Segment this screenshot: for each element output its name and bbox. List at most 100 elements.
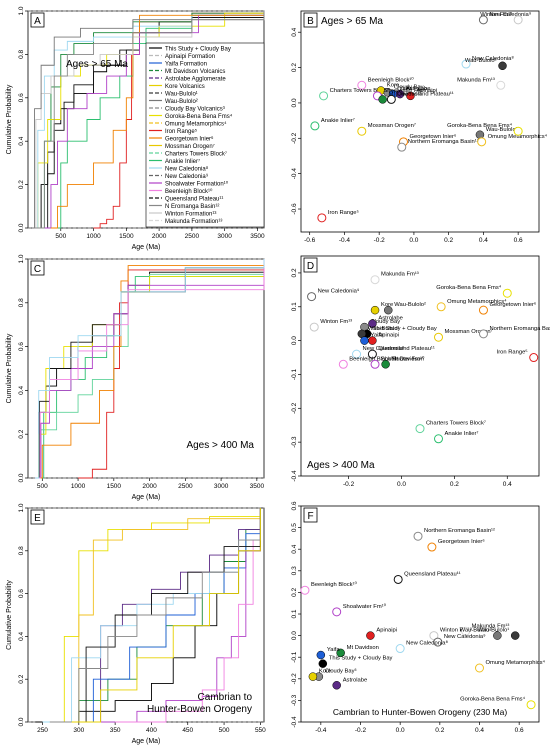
sample-point bbox=[368, 336, 377, 345]
y-tick-label: -0.4 bbox=[291, 470, 298, 482]
point-label: Beenleigh Block¹⁰ bbox=[311, 581, 358, 588]
series-line bbox=[44, 11, 265, 229]
point-label: Makunda Fm¹³ bbox=[472, 623, 510, 629]
sample-point bbox=[366, 631, 375, 640]
panel-title: Cambrian to bbox=[198, 692, 253, 703]
y-tick-label: 0.4 bbox=[18, 386, 25, 395]
x-tick-label: -0.4 bbox=[339, 237, 351, 244]
x-tick-label: 400 bbox=[146, 727, 157, 734]
x-tick-label: 550 bbox=[255, 727, 266, 734]
sample-point bbox=[477, 137, 487, 147]
series-line bbox=[64, 508, 261, 723]
point-label: Cloudy Bay³ bbox=[325, 669, 357, 675]
point-label: Mt Davidson bbox=[347, 645, 379, 651]
point-label: Queensland Plateau¹¹ bbox=[404, 571, 460, 577]
y-tick-label: 0.0 bbox=[18, 473, 25, 482]
y-tick-label: 0.8 bbox=[18, 546, 25, 555]
sample-point bbox=[436, 302, 446, 312]
y-tick-label: 1.0 bbox=[18, 254, 25, 263]
legend-item-label: Astrolabe Agglomerate bbox=[165, 76, 226, 82]
point-label: Goroka-Bena Bena Fms⁴ bbox=[436, 284, 502, 291]
panel-letter: A bbox=[34, 16, 41, 27]
series-line bbox=[100, 508, 261, 723]
series-line bbox=[49, 508, 261, 723]
panel-D: -0.2 0.0 0.2 0.4 -0.4 -0.3 -0.2 -0.1 0.0 0.1 0.2 D A… bbox=[291, 255, 550, 488]
point-label: Apinaipi bbox=[376, 628, 397, 634]
y-tick-label: 0.0 bbox=[18, 223, 25, 232]
x-tick-label: 0.0 bbox=[397, 481, 406, 488]
y-tick-label: 0.3 bbox=[291, 566, 298, 575]
sample-point bbox=[360, 336, 369, 345]
sample-point bbox=[478, 305, 488, 315]
sample-point bbox=[332, 681, 341, 690]
sample-point bbox=[310, 121, 320, 131]
sample-point bbox=[352, 349, 362, 359]
legend-item-label: Wau-Bulolo¹ bbox=[165, 91, 198, 97]
legend-item-label: Makunda Formation¹³ bbox=[165, 219, 222, 225]
sample-point bbox=[397, 142, 407, 152]
y-tick-label: -0.1 bbox=[291, 368, 298, 380]
x-tick-label: 3500 bbox=[250, 483, 265, 490]
legend-item-label: Iron Range⁵ bbox=[165, 128, 198, 135]
x-tick-label: 2000 bbox=[142, 483, 157, 490]
series-line bbox=[35, 259, 265, 479]
point-label: Yaifa bbox=[399, 86, 413, 92]
x-tick-label: 0.2 bbox=[450, 481, 459, 488]
sample-point bbox=[493, 631, 502, 640]
legend-item-label: Mossman Orogen⁷ bbox=[165, 143, 215, 150]
point-label: This Study + Cloudy Bay bbox=[329, 656, 393, 662]
y-tick-label: 0.0 bbox=[291, 631, 298, 640]
x-tick-label: 3000 bbox=[217, 233, 232, 240]
x-tick-label: -0.2 bbox=[374, 237, 386, 244]
point-label: Georgetown Inier⁶ bbox=[489, 301, 536, 308]
sample-point bbox=[413, 531, 423, 541]
y-tick-label: 0.2 bbox=[291, 268, 298, 277]
y-tick-label: -0.1 bbox=[291, 651, 298, 663]
series-line bbox=[38, 259, 265, 479]
sample-point bbox=[319, 91, 329, 101]
x-tick-label: 450 bbox=[182, 727, 193, 734]
sample-point bbox=[381, 360, 390, 369]
y-axis-label: Cumulative Probability bbox=[6, 580, 13, 650]
series-line bbox=[34, 11, 265, 229]
y-tick-label: -0.4 bbox=[291, 168, 298, 180]
x-tick-label: -0.4 bbox=[315, 727, 327, 734]
y-axis-label: Cumulative Probability bbox=[6, 84, 13, 154]
legend-item-label: New Caledonia⁹ bbox=[165, 173, 209, 180]
y-tick-label: 1.0 bbox=[18, 503, 25, 512]
y-tick-label: 0.2 bbox=[291, 63, 298, 72]
point-label: Astrolabe bbox=[343, 677, 368, 683]
point-label: Kore bbox=[381, 302, 393, 308]
x-tick-label: 1000 bbox=[71, 483, 86, 490]
sample-point bbox=[529, 353, 539, 363]
panel-letter: C bbox=[34, 264, 41, 275]
point-label: Wau-Bulolo¹ bbox=[465, 58, 497, 64]
series-line bbox=[71, 508, 261, 723]
legend-item-label: Omung Metamorphics⁴ bbox=[165, 120, 227, 127]
series-line bbox=[57, 508, 261, 723]
y-tick-label: -0.2 bbox=[291, 132, 298, 144]
legend-item-label: Yaifa Formation bbox=[165, 61, 207, 67]
x-tick-label: 2000 bbox=[152, 233, 167, 240]
x-tick-label: 500 bbox=[55, 233, 66, 240]
legend-item-label: New Caledonia⁸ bbox=[165, 165, 209, 172]
sample-point bbox=[478, 15, 488, 25]
legend-item-label: Cloudy Bay Volcanics³ bbox=[165, 106, 225, 112]
x-tick-label: 2500 bbox=[178, 483, 193, 490]
point-label: Omung Metamorphics⁴ bbox=[486, 659, 546, 666]
point-label: New Caledonia⁸ bbox=[363, 345, 405, 352]
series-line bbox=[35, 259, 265, 479]
panel-title: Ages > 65 Ma bbox=[66, 59, 128, 70]
x-tick-label: 0.4 bbox=[503, 481, 512, 488]
legend-item-label: Wau-Bulolo² bbox=[165, 99, 198, 105]
y-tick-label: 0.4 bbox=[291, 27, 298, 36]
sample-point bbox=[395, 644, 405, 654]
legend-item-label: This Study + Cloudy Bay bbox=[165, 46, 231, 52]
point-label: Omung Metamorphics⁴ bbox=[447, 298, 507, 305]
x-tick-label: 3500 bbox=[250, 233, 265, 240]
sample-point bbox=[415, 424, 425, 434]
point-label: Queensland Plateau¹¹ bbox=[378, 346, 434, 352]
point-label: Anakie Inlier⁷ bbox=[445, 430, 479, 437]
y-tick-label: -0.2 bbox=[291, 402, 298, 414]
y-tick-label: 0.0 bbox=[291, 98, 298, 107]
